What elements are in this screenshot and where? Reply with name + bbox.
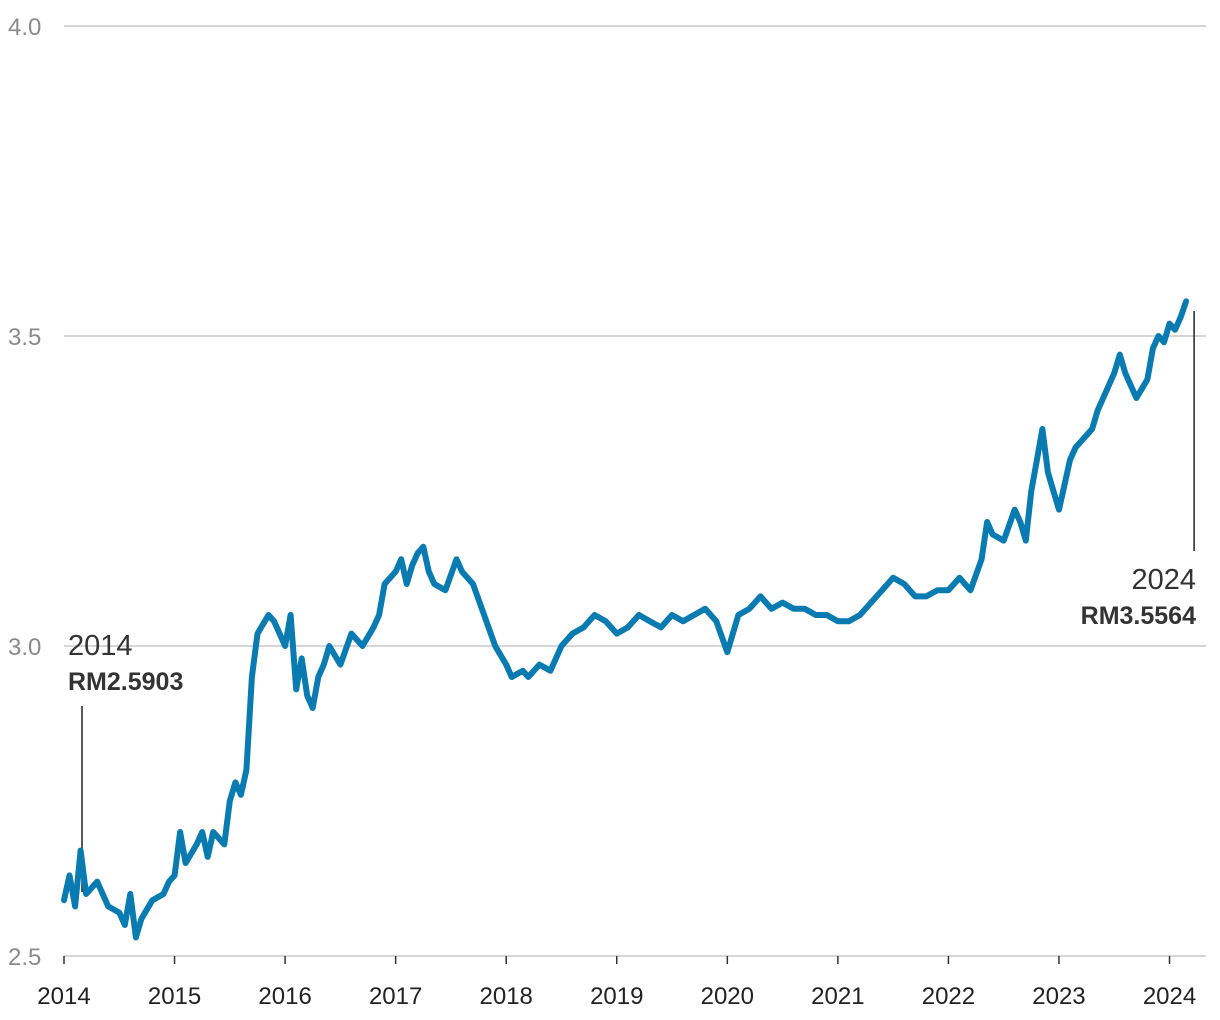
x-tick-label: 2019 — [590, 983, 643, 1010]
y-tick-label: 2.5 — [8, 944, 41, 971]
gridlines — [64, 25, 1206, 957]
x-tick-label: 2024 — [1143, 983, 1196, 1010]
annotation-end-year: 2024 — [1131, 564, 1196, 596]
x-tick-label: 2018 — [480, 983, 533, 1010]
x-tick-label: 2021 — [811, 983, 864, 1010]
x-tick-label: 2023 — [1032, 983, 1085, 1010]
x-tick-label: 2016 — [258, 983, 311, 1010]
series-line — [61, 298, 1190, 941]
series-lines — [61, 298, 1190, 941]
x-axis-ticks: 2014 2015 2016 2017 2018 2019 2020 2021 2022 2023… — [37, 956, 1196, 1010]
y-tick-label: 3.0 — [8, 634, 41, 661]
x-tick-label: 2022 — [922, 983, 975, 1010]
annotation-start-year: 2014 — [68, 630, 133, 662]
annotation-leader-lines — [81, 311, 1195, 893]
y-tick-label: 3.5 — [8, 324, 41, 351]
y-axis-tick-labels: 2.5 3.0 3.5 4.0 — [8, 14, 41, 971]
annotation-end-value: RM3.5564 — [1081, 602, 1196, 630]
x-tick-label: 2014 — [37, 983, 90, 1010]
x-tick-label: 2017 — [369, 983, 422, 1010]
x-tick-label: 2020 — [701, 983, 754, 1010]
y-tick-label: 4.0 — [8, 14, 41, 41]
x-tick-label: 2015 — [148, 983, 201, 1010]
annotation-labels: 2014 RM2.5903 2024 RM3.5564 — [68, 564, 1196, 696]
annotation-start-value: RM2.5903 — [68, 668, 183, 696]
